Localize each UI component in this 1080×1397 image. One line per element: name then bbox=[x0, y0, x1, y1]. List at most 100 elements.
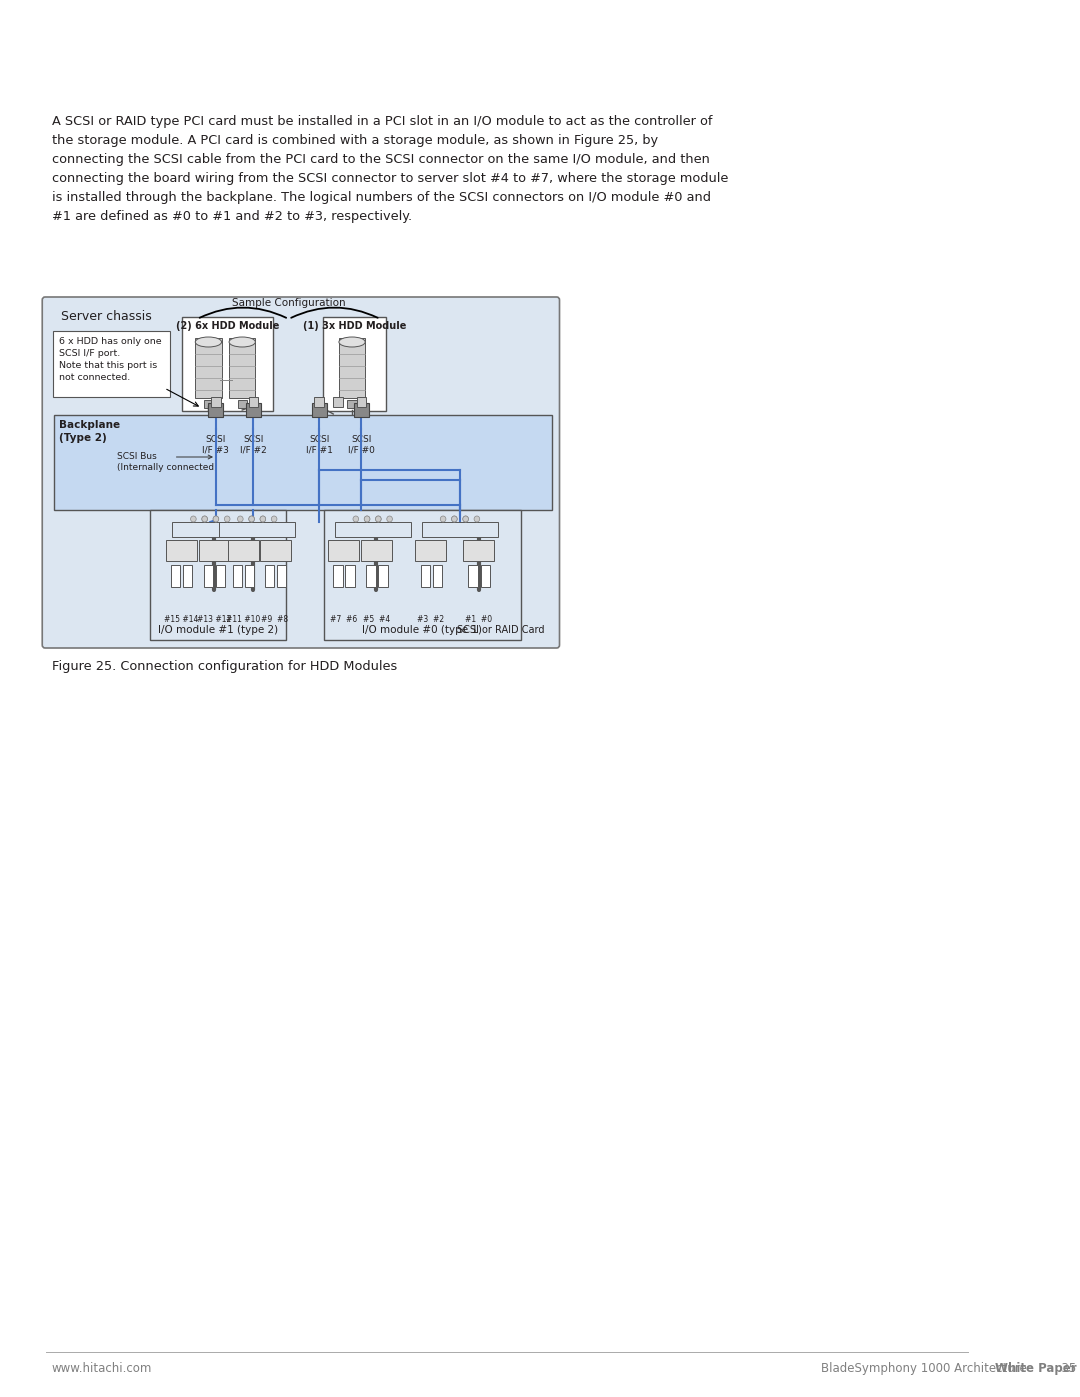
Text: #13 #12: #13 #12 bbox=[197, 615, 231, 624]
FancyBboxPatch shape bbox=[228, 539, 258, 560]
Text: Bridge: Bridge bbox=[202, 543, 226, 550]
FancyBboxPatch shape bbox=[183, 317, 273, 411]
Text: SCSI connector #0: SCSI connector #0 bbox=[427, 524, 494, 529]
Circle shape bbox=[387, 515, 392, 522]
Bar bbox=[233, 564, 242, 587]
Bar bbox=[184, 564, 192, 587]
Text: #9  #8: #9 #8 bbox=[261, 615, 288, 624]
FancyBboxPatch shape bbox=[173, 521, 248, 536]
FancyBboxPatch shape bbox=[165, 539, 197, 560]
Text: SCSI connector # 2: SCSI connector # 2 bbox=[222, 524, 293, 529]
Bar bbox=[314, 397, 324, 407]
Circle shape bbox=[364, 515, 369, 522]
Bar bbox=[324, 510, 521, 640]
Text: SCSI
I/F #3: SCSI I/F #3 bbox=[202, 434, 229, 454]
Bar bbox=[354, 402, 369, 416]
Circle shape bbox=[202, 515, 207, 522]
Circle shape bbox=[353, 515, 359, 522]
FancyBboxPatch shape bbox=[219, 521, 295, 536]
FancyBboxPatch shape bbox=[335, 521, 410, 536]
FancyBboxPatch shape bbox=[42, 298, 559, 648]
Circle shape bbox=[441, 515, 446, 522]
Text: #11 #10: #11 #10 bbox=[226, 615, 260, 624]
Bar bbox=[238, 400, 247, 408]
Text: Bridge: Bridge bbox=[264, 543, 287, 550]
Bar bbox=[195, 338, 221, 398]
Text: (1) 3x HDD Module: (1) 3x HDD Module bbox=[302, 321, 406, 331]
Bar bbox=[204, 400, 213, 408]
FancyBboxPatch shape bbox=[463, 539, 495, 560]
Text: #15 #14: #15 #14 bbox=[164, 615, 199, 624]
Text: White Paper: White Paper bbox=[995, 1362, 1077, 1375]
Bar bbox=[378, 564, 388, 587]
Circle shape bbox=[474, 515, 480, 522]
Text: Bridge: Bridge bbox=[365, 543, 389, 550]
Circle shape bbox=[202, 515, 207, 522]
FancyBboxPatch shape bbox=[259, 539, 291, 560]
Bar bbox=[276, 564, 286, 587]
Bar bbox=[171, 564, 180, 587]
Bar bbox=[204, 564, 213, 587]
Text: Bridge: Bridge bbox=[467, 543, 490, 550]
Text: Sample Configuration: Sample Configuration bbox=[232, 298, 346, 307]
Circle shape bbox=[213, 515, 219, 522]
Text: is installed through the backplane. The logical numbers of the SCSI connectors o: is installed through the backplane. The … bbox=[52, 191, 711, 204]
Circle shape bbox=[463, 515, 469, 522]
Text: Bridge: Bridge bbox=[231, 543, 255, 550]
Text: I/O module #0 (type 1): I/O module #0 (type 1) bbox=[363, 624, 483, 636]
Bar bbox=[245, 564, 255, 587]
Bar bbox=[420, 564, 430, 587]
Bar bbox=[433, 564, 442, 587]
Circle shape bbox=[260, 515, 266, 522]
Text: #3  #2: #3 #2 bbox=[417, 615, 445, 624]
FancyBboxPatch shape bbox=[323, 317, 386, 411]
Text: #1 are defined as #0 to #1 and #2 to #3, respectively.: #1 are defined as #0 to #1 and #2 to #3,… bbox=[52, 210, 411, 224]
Bar bbox=[334, 397, 342, 407]
Circle shape bbox=[463, 515, 469, 522]
Text: SCSI Bus
(Internally connected): SCSI Bus (Internally connected) bbox=[118, 453, 218, 472]
Circle shape bbox=[190, 515, 197, 522]
Bar bbox=[248, 397, 258, 407]
Text: SCSI
I/F #0: SCSI I/F #0 bbox=[348, 434, 375, 454]
Text: (2) 6x HDD Module: (2) 6x HDD Module bbox=[176, 321, 280, 331]
Bar bbox=[216, 564, 226, 587]
Bar bbox=[312, 402, 326, 416]
Bar bbox=[212, 397, 220, 407]
Bar bbox=[469, 564, 477, 587]
Text: Figure 25. Connection configuration for HDD Modules: Figure 25. Connection configuration for … bbox=[52, 659, 396, 673]
Circle shape bbox=[248, 515, 255, 522]
Bar bbox=[334, 564, 342, 587]
Text: connecting the board wiring from the SCSI connector to server slot #4 to #7, whe: connecting the board wiring from the SCS… bbox=[52, 172, 728, 184]
Text: SCSI connector #1: SCSI connector #1 bbox=[339, 524, 406, 529]
Circle shape bbox=[248, 515, 255, 522]
Bar bbox=[229, 338, 255, 398]
FancyBboxPatch shape bbox=[416, 539, 446, 560]
Ellipse shape bbox=[229, 337, 255, 346]
Text: the storage module. A PCI card is combined with a storage module, as shown in Fi: the storage module. A PCI card is combin… bbox=[52, 134, 658, 147]
Text: A SCSI or RAID type PCI card must be installed in a PCI slot in an I/O module to: A SCSI or RAID type PCI card must be ins… bbox=[52, 115, 712, 129]
Bar bbox=[481, 564, 490, 587]
Circle shape bbox=[271, 515, 276, 522]
Text: 6 x HDD has only one
SCSI I/F port.
Note that this port is
not connected.: 6 x HDD has only one SCSI I/F port. Note… bbox=[59, 337, 162, 383]
Text: Bridge: Bridge bbox=[332, 543, 355, 550]
Text: Server chassis: Server chassis bbox=[62, 310, 152, 323]
Text: www.hitachi.com: www.hitachi.com bbox=[52, 1362, 152, 1375]
Bar bbox=[265, 564, 274, 587]
Circle shape bbox=[376, 515, 381, 522]
Ellipse shape bbox=[195, 337, 221, 346]
Circle shape bbox=[225, 515, 230, 522]
Text: Bridge: Bridge bbox=[170, 543, 193, 550]
Bar bbox=[366, 564, 376, 587]
Text: connecting the SCSI cable from the PCI card to the SCSI connector on the same I/: connecting the SCSI cable from the PCI c… bbox=[52, 154, 710, 166]
Text: Bridge: Bridge bbox=[419, 543, 443, 550]
Circle shape bbox=[451, 515, 457, 522]
Text: 35: 35 bbox=[1054, 1362, 1077, 1375]
Circle shape bbox=[451, 515, 457, 522]
Text: #7  #6: #7 #6 bbox=[330, 615, 357, 624]
FancyBboxPatch shape bbox=[199, 539, 230, 560]
Text: SCSI
I/F #1: SCSI I/F #1 bbox=[306, 434, 333, 454]
Bar bbox=[339, 338, 365, 398]
Circle shape bbox=[364, 515, 369, 522]
Bar bbox=[54, 415, 552, 510]
Bar bbox=[150, 510, 286, 640]
